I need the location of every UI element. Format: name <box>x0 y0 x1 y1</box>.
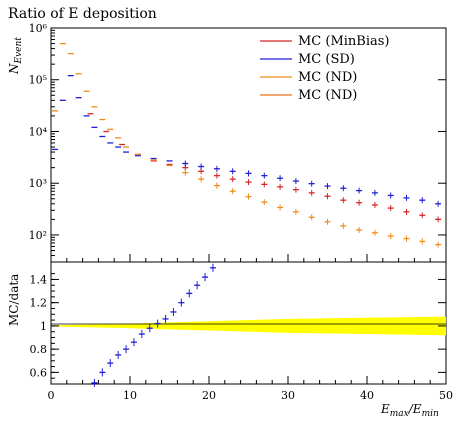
x-tick-label: 20 <box>202 389 216 402</box>
ratio-series <box>91 263 216 387</box>
chart-title: Ratio of E deposition <box>8 6 157 22</box>
main-series <box>51 42 442 248</box>
main-panel: 10² 10³ 10⁴ 10⁵ 10⁶ NEvent MC (MinBias) MC (… <box>7 22 447 263</box>
band-area <box>51 316 446 336</box>
ratio-y-axis-label: MC/data <box>7 274 21 326</box>
ratio-y-tick-label: 0.6 <box>30 366 48 379</box>
x-tick-label: 50 <box>439 389 453 402</box>
main-y-ticks: 10² 10³ 10⁴ 10⁵ 10⁶ <box>29 22 446 263</box>
ratio-y-tick-label: 1 <box>40 320 47 333</box>
legend-label-nd-2: MC (ND) <box>298 88 357 103</box>
x-tick-label: 40 <box>360 389 374 402</box>
main-y-tick-label: 10³ <box>29 177 47 190</box>
ratio-panel: 0.6 0.8 1 1.2 1.4 0 10 20 30 40 50 MC/data Emax/E… <box>7 254 453 419</box>
main-y-tick-label: 10⁶ <box>29 22 48 35</box>
x-tick-label: 30 <box>281 389 295 402</box>
x-tick-label: 0 <box>48 389 55 402</box>
legend-label-minbias: MC (MinBias) <box>298 34 390 49</box>
legend-label-nd: MC (ND) <box>298 70 357 85</box>
x-tick-label: 10 <box>123 389 137 402</box>
main-y-tick-label: 10² <box>29 229 47 242</box>
legend: MC (MinBias) MC (SD) MC (ND) MC (ND) <box>260 34 390 103</box>
main-frame <box>50 27 447 263</box>
ratio-uncertainty-band <box>51 316 446 336</box>
main-y-tick-label: 10⁵ <box>29 74 47 87</box>
ratio-y-tick-label: 1.4 <box>30 273 48 286</box>
x-ticks: 0 10 20 30 40 50 <box>48 254 453 402</box>
x-axis-label: Emax/Emin <box>380 402 439 419</box>
ratio-y-tick-label: 0.8 <box>30 343 48 356</box>
ratio-y-ticks: 0.6 0.8 1 1.2 1.4 <box>30 273 446 385</box>
main-y-tick-label: 10⁴ <box>29 125 48 138</box>
legend-label-sd: MC (SD) <box>298 52 355 67</box>
ratio-y-tick-label: 1.2 <box>30 297 48 310</box>
main-y-axis-label: NEvent <box>7 37 24 75</box>
